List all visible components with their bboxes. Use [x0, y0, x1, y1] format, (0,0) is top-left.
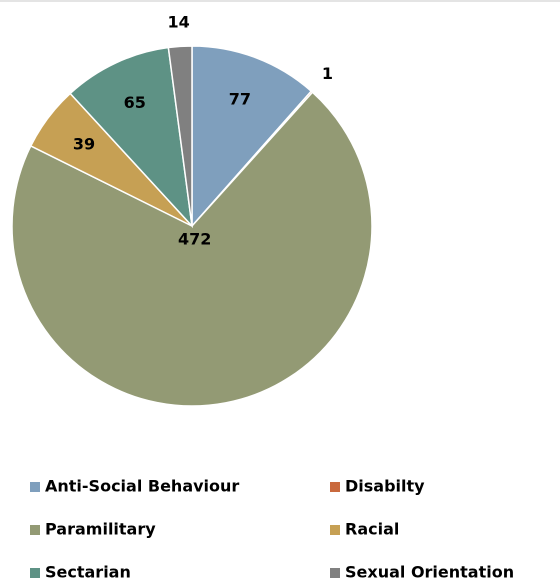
- data-label: 1: [322, 64, 333, 83]
- legend-swatch: [30, 482, 40, 492]
- legend-swatch: [330, 482, 340, 492]
- pie-slice: [167, 45, 193, 227]
- top-border: [0, 0, 560, 2]
- pie-slice: [69, 46, 194, 229]
- data-label: 14: [167, 13, 189, 32]
- legend-label: Paramilitary: [45, 520, 156, 539]
- legend-label: Sectarian: [45, 563, 131, 582]
- pie-slice: [11, 91, 373, 407]
- legend-swatch: [330, 568, 340, 578]
- pie-slice: [191, 45, 313, 228]
- legend-label: Sexual Orientation: [345, 563, 514, 582]
- legend-label: Anti-Social Behaviour: [45, 477, 239, 496]
- data-label: 472: [178, 230, 211, 249]
- legend-swatch: [30, 568, 40, 578]
- legend-label: Disabilty: [345, 477, 425, 496]
- data-label: 39: [73, 134, 95, 153]
- data-label: 65: [124, 93, 146, 112]
- legend-label: Racial: [345, 520, 399, 539]
- data-label: 77: [229, 89, 251, 108]
- legend-swatch: [30, 525, 40, 535]
- legend-swatch: [330, 525, 340, 535]
